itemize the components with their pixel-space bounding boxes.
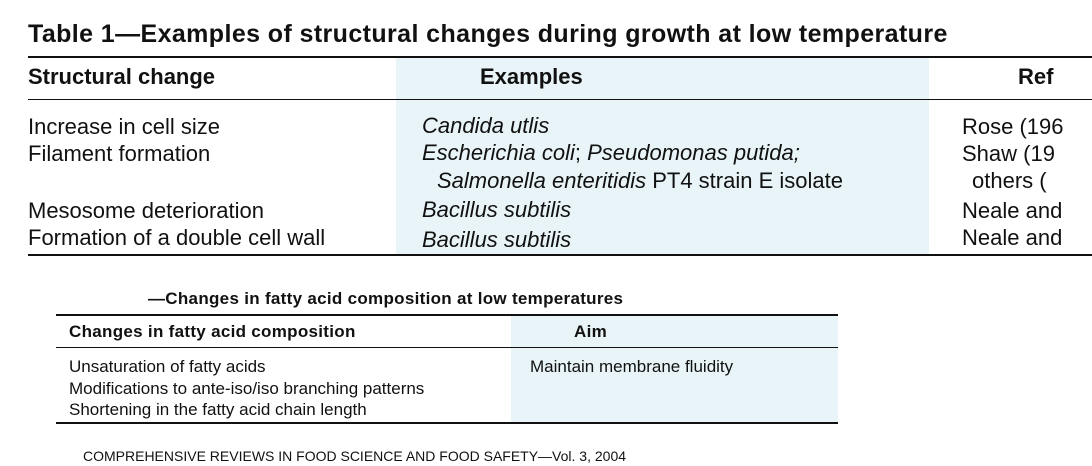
- table1-bottom-rule: [28, 254, 1092, 256]
- table1-row-ref: Shaw (19: [962, 141, 1055, 166]
- table1-row-example: Candida utlis: [422, 113, 550, 138]
- table1-row-example: Bacillus subtilis: [422, 197, 572, 222]
- table1-row-example: Bacillus subtilis: [422, 227, 572, 252]
- example-organism: Salmonella enteritidis: [437, 168, 647, 193]
- table2-title: —Changes in fatty acid composition at lo…: [148, 289, 624, 308]
- example-separator: ;: [574, 140, 588, 165]
- table2-change-item: Modifications to ante-iso/iso branching …: [69, 379, 425, 398]
- table1-row-ref: Rose (196: [962, 114, 1064, 139]
- table1-examples-column-shade: [396, 58, 929, 254]
- table1-row-ref-continued: others (: [972, 168, 1047, 193]
- table2-top-rule: [56, 314, 838, 316]
- table1-row-change: Filament formation: [28, 141, 211, 166]
- table2-change-item: Unsaturation of fatty acids: [69, 357, 266, 376]
- table2-header-rule: [56, 347, 838, 348]
- table1-row-change: Increase in cell size: [28, 114, 220, 139]
- journal-footer: COMPREHENSIVE REVIEWS IN FOOD SCIENCE AN…: [83, 448, 627, 464]
- table1-header-examples: Examples: [480, 64, 583, 89]
- table1-row-change: Mesosome deterioration: [28, 198, 265, 223]
- example-organism: Pseudomonas putida;: [587, 140, 800, 165]
- example-strain: PT4 strain E isolate: [646, 168, 843, 193]
- table2-header-changes: Changes in fatty acid composition: [69, 322, 356, 341]
- example-organism: Escherichia coli: [422, 140, 575, 165]
- table2-aim-value: Maintain membrane fluidity: [530, 357, 734, 376]
- table1-row-change: Formation of a double cell wall: [28, 225, 326, 250]
- table2-aim-column-shade: [511, 316, 838, 423]
- table1-header-rule: [28, 99, 1092, 100]
- table2-header-aim: Aim: [574, 322, 608, 341]
- table1-row-example: Escherichia coli; Pseudomonas putida;: [422, 140, 800, 166]
- table1-header-refs: Ref: [1018, 64, 1054, 89]
- table1-row-ref: Neale and: [962, 225, 1063, 250]
- table2-change-item: Shortening in the fatty acid chain lengt…: [69, 400, 367, 419]
- table2-bottom-rule: [56, 422, 838, 424]
- table1-header-change: Structural change: [28, 64, 216, 89]
- table1-row-example-continued: Salmonella enteritidis PT4 strain E isol…: [437, 168, 843, 194]
- table1-title: Table 1—Examples of structural changes d…: [28, 20, 948, 48]
- table1-top-rule: [28, 56, 1092, 58]
- table1-row-ref: Neale and: [962, 198, 1063, 223]
